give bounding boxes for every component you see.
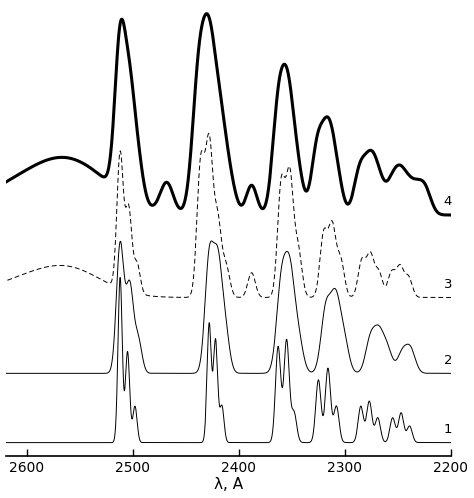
Text: 2: 2 <box>444 354 452 367</box>
X-axis label: λ, A: λ, A <box>214 478 243 493</box>
Text: 4: 4 <box>444 195 452 209</box>
Text: 3: 3 <box>444 278 452 291</box>
Text: 1: 1 <box>444 423 452 436</box>
